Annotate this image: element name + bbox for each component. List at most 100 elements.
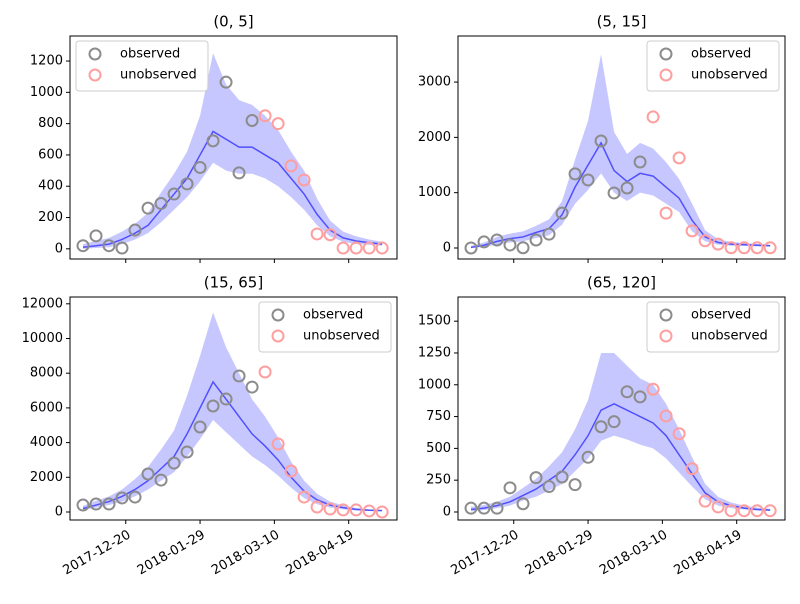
data-point [349, 241, 363, 255]
subplot-title: (5, 15] [597, 13, 647, 31]
data-point [76, 239, 90, 253]
posterior-band [187, 115, 201, 198]
data-point [477, 235, 491, 249]
subplot-title: (15, 65] [204, 274, 263, 292]
legend-marker [88, 47, 102, 61]
data-point [297, 173, 311, 187]
data-point [167, 456, 181, 470]
x-tick-label: 2018-03-10 [597, 528, 670, 579]
y-tick-label: 200 [38, 210, 63, 225]
data-point [555, 206, 569, 220]
data-point [568, 167, 582, 181]
posterior-band [562, 429, 576, 484]
data-point [297, 490, 311, 504]
plot-area [464, 352, 777, 518]
data-point [349, 503, 363, 517]
y-tick-label: 4000 [30, 435, 63, 450]
legend-box [646, 301, 780, 353]
posterior-band [174, 151, 188, 210]
posterior-band [588, 352, 602, 459]
data-point [128, 223, 142, 237]
data-point [724, 241, 738, 255]
data-point [141, 201, 155, 215]
posterior-band [291, 461, 305, 499]
subplot: (5, 15] 0 1000 2000 3000 observed unobserved [418, 13, 786, 263]
posterior-band [226, 347, 240, 445]
data-point [180, 177, 194, 191]
data-point [724, 504, 738, 518]
legend-label: unobserved [120, 68, 197, 83]
legend-box [75, 40, 209, 92]
posterior-band [575, 120, 589, 204]
axes-frame [457, 296, 786, 521]
subplot: (65, 120] 0 250 500 750 1000 1250 1500 2017-12-2… [418, 274, 786, 579]
subplot: (15, 65] 0 2000 4000 6000 8000 10000 12000 2017-… [22, 274, 398, 579]
data-point [633, 155, 647, 169]
data-point [115, 491, 129, 505]
y-tick-label: 1200 [30, 54, 63, 69]
y-tick-label: 2000 [418, 130, 451, 145]
data-point [232, 369, 246, 383]
x-tick-label: 2017-12-20 [449, 528, 522, 579]
y-tick-label: 1250 [418, 345, 451, 360]
data-point [323, 502, 337, 516]
subplot: (0, 5] 0 200 400 600 800 1000 1200 observed unobs… [30, 13, 398, 263]
y-tick-label: 12000 [22, 296, 63, 311]
posterior-band [536, 219, 550, 239]
y-tick-label: 10000 [22, 331, 63, 346]
y-tick-label: 0 [443, 504, 451, 519]
data-point [219, 392, 233, 406]
data-point [555, 470, 569, 484]
posterior-band [161, 430, 175, 481]
posterior-band [291, 151, 305, 210]
legend: observed unobserved [646, 301, 780, 353]
legend-label: unobserved [691, 329, 768, 344]
posterior-band [627, 365, 641, 445]
y-tick-label: 750 [426, 409, 451, 424]
data-point [529, 471, 543, 485]
data-point [284, 464, 298, 478]
posterior-band [666, 162, 680, 213]
data-point [542, 480, 556, 494]
posterior-band [614, 131, 628, 201]
plot-area [464, 54, 777, 255]
data-point [245, 380, 259, 394]
posterior-band [601, 352, 615, 441]
posterior-band [161, 173, 175, 223]
legend-box [646, 40, 780, 92]
data-point [154, 473, 168, 487]
legend-marker [271, 308, 285, 322]
data-point [258, 109, 272, 123]
posterior-band [239, 373, 253, 457]
data-point [89, 229, 103, 243]
data-point [180, 445, 194, 459]
data-point [193, 420, 207, 434]
data-point [245, 114, 259, 128]
posterior-band [536, 466, 550, 497]
data-point [516, 241, 530, 255]
data-point [336, 503, 350, 517]
y-tick-label: 8000 [30, 366, 63, 381]
y-tick-label: 250 [426, 473, 451, 488]
data-point [375, 241, 389, 255]
data-point [581, 450, 595, 464]
posterior-band [122, 223, 136, 245]
data-point [258, 365, 272, 379]
data-point [323, 228, 337, 242]
data-point [607, 415, 621, 429]
data-point [594, 134, 608, 148]
posterior-band [226, 84, 240, 174]
x-tick-label: 2017-12-20 [61, 528, 134, 579]
data-point [581, 173, 595, 187]
x-tick-label: 2018-04-19 [284, 528, 357, 579]
y-tick-label: 0 [55, 505, 63, 520]
y-tick-label: 400 [38, 179, 63, 194]
legend-marker [659, 47, 673, 61]
data-point [141, 467, 155, 481]
data-point [271, 437, 285, 451]
y-tick-label: 3000 [418, 75, 451, 90]
posterior-band [523, 225, 537, 242]
subplot-title: (65, 120] [587, 274, 656, 292]
data-point [672, 427, 686, 441]
